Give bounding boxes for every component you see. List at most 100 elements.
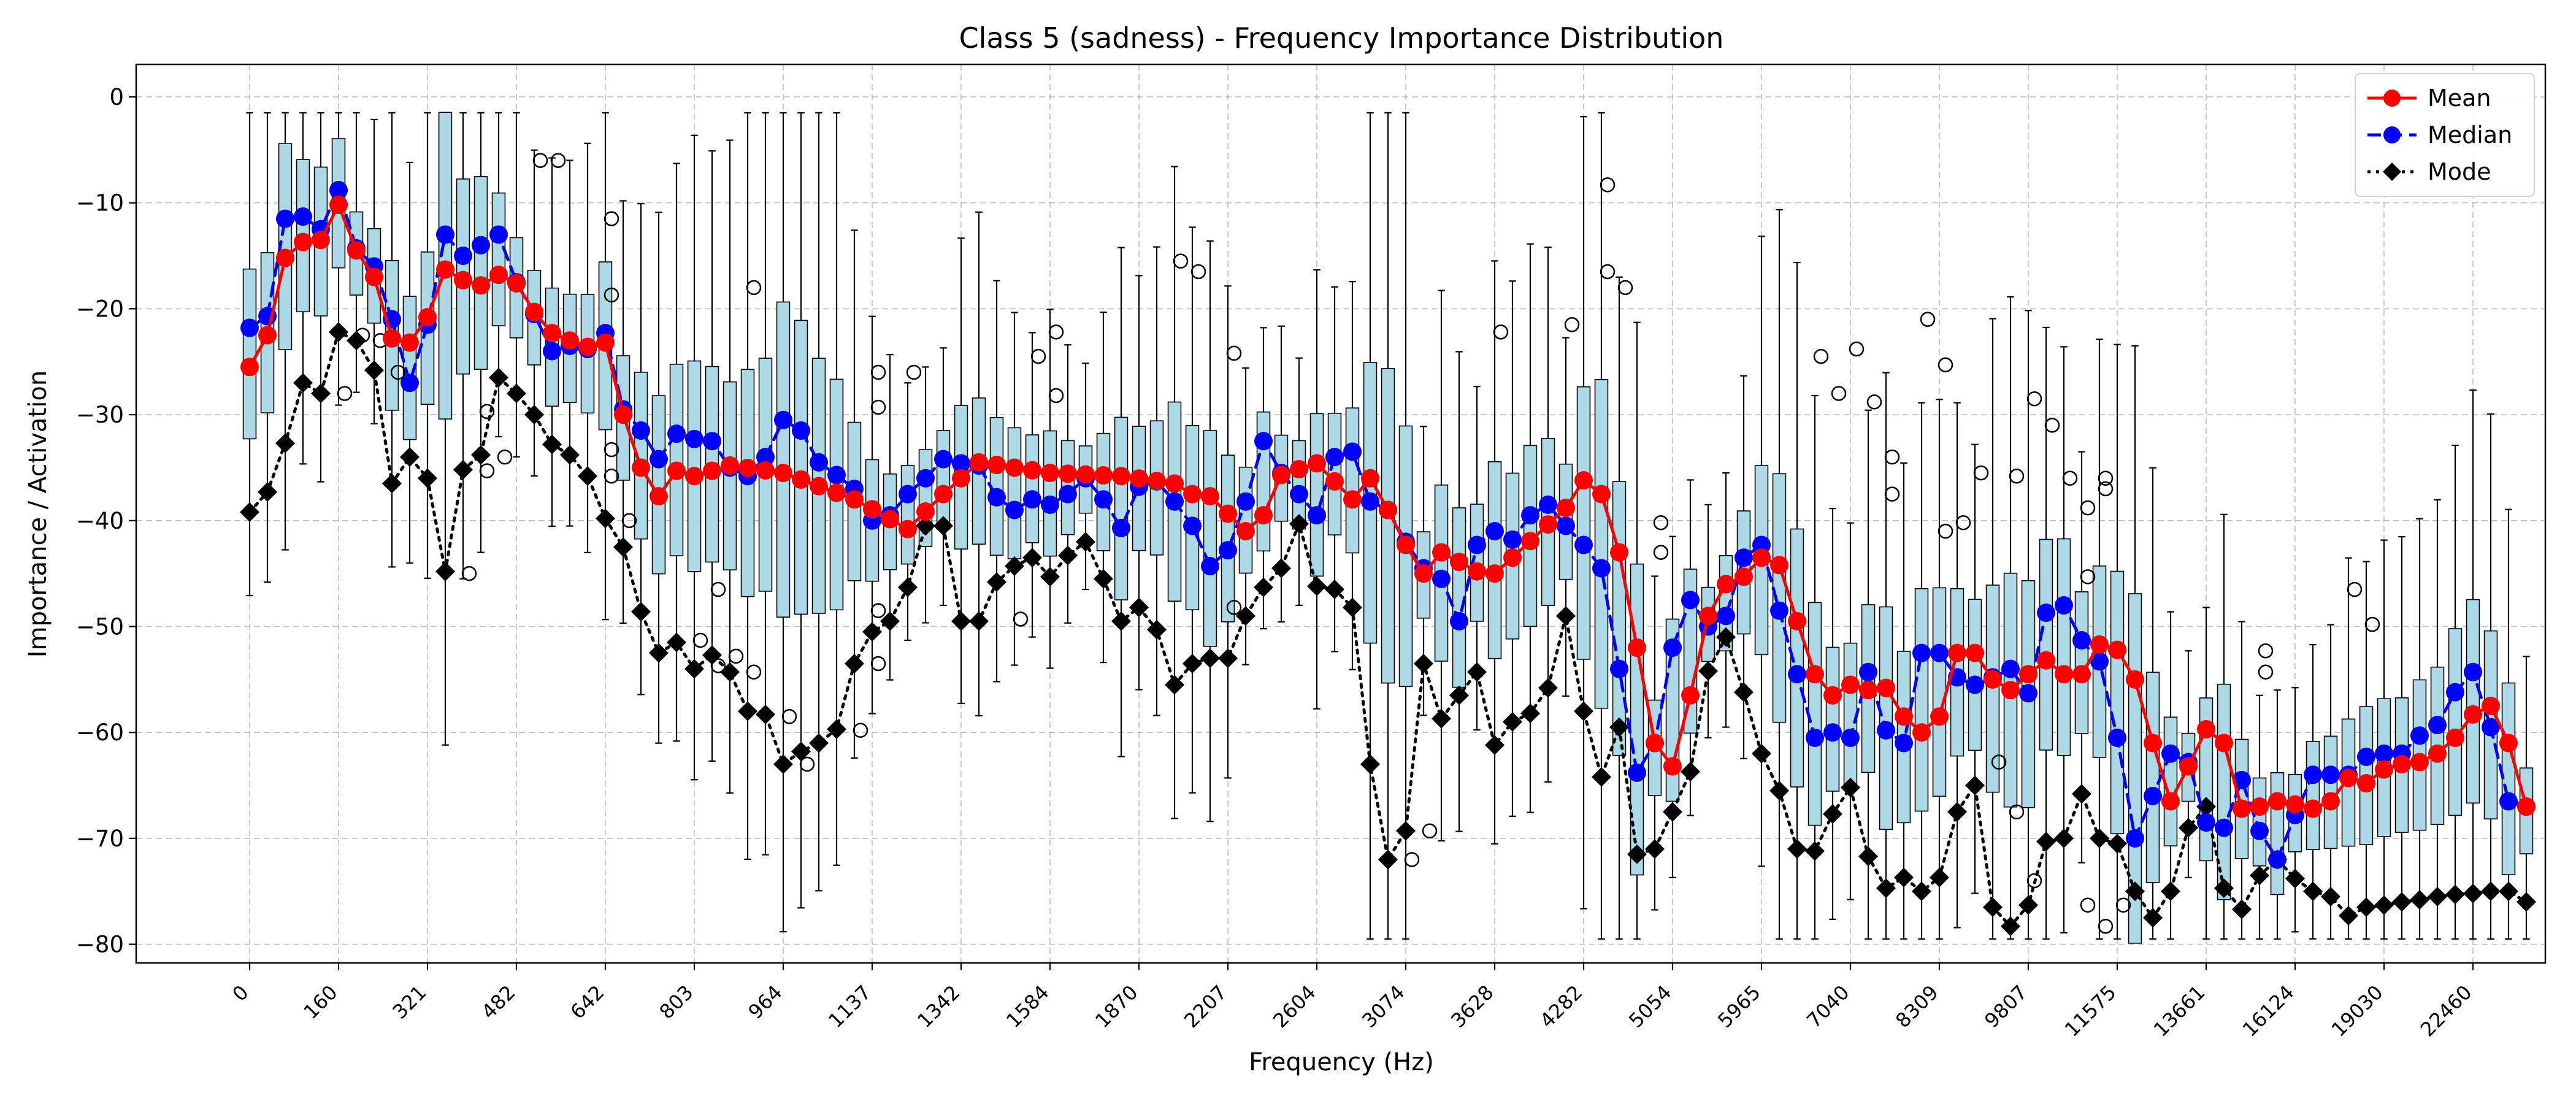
- point-mode: [258, 482, 277, 502]
- legend-label-median: Median: [2428, 121, 2512, 148]
- outlier-point: [2098, 481, 2114, 497]
- outlier-point: [870, 364, 886, 380]
- box-body: [1487, 461, 1502, 659]
- point-mean: [934, 485, 953, 504]
- point-mean: [970, 453, 988, 472]
- point-mode: [1005, 556, 1024, 577]
- point-mode: [2161, 881, 2180, 902]
- outlier-point: [604, 211, 619, 226]
- point-mean: [2517, 797, 2536, 816]
- point-median: [489, 225, 508, 244]
- point-median: [899, 485, 917, 504]
- point-median: [1023, 490, 1041, 509]
- box-body: [1594, 379, 1609, 709]
- chart-title: Class 5 (sadness) - Frequency Importance…: [959, 21, 1724, 55]
- point-mode: [2374, 895, 2394, 915]
- legend: Mean Median Mode: [2355, 73, 2535, 197]
- point-mean: [2375, 760, 2393, 779]
- point-mode: [809, 733, 829, 753]
- y-tick-label: −10: [76, 190, 124, 217]
- point-mean: [881, 510, 899, 529]
- point-mode: [2143, 908, 2163, 928]
- box-body: [1007, 427, 1022, 559]
- point-median: [329, 180, 348, 199]
- point-mean: [1663, 757, 1682, 776]
- point-mean: [1005, 458, 1024, 477]
- outlier-point: [604, 442, 619, 458]
- point-mean: [632, 458, 650, 477]
- point-mode: [1343, 597, 1362, 618]
- box-body: [473, 176, 488, 370]
- point-mean: [329, 196, 348, 215]
- point-mode: [1858, 846, 1878, 867]
- legend-marker-mode: [2383, 163, 2401, 181]
- point-median: [2499, 792, 2518, 811]
- point-median: [2037, 604, 2055, 623]
- point-mode: [702, 645, 722, 665]
- point-median: [1592, 559, 1611, 578]
- outlier-point: [1849, 341, 1865, 357]
- point-mean: [1397, 535, 1415, 554]
- point-mode: [1805, 841, 1825, 861]
- point-median: [2357, 747, 2375, 766]
- point-median: [1752, 535, 1771, 554]
- outlier-point: [621, 513, 637, 529]
- point-mean: [507, 274, 526, 293]
- point-mean: [258, 326, 277, 345]
- point-mean: [1468, 562, 1486, 581]
- point-mean: [489, 266, 508, 285]
- point-mode: [862, 622, 882, 642]
- point-median: [1966, 675, 1984, 694]
- point-mode: [1485, 735, 1505, 755]
- point-mode: [951, 611, 971, 631]
- point-mean: [2179, 757, 2198, 776]
- outlier-point: [2115, 897, 2131, 913]
- point-mode: [1698, 661, 1718, 681]
- point-mode: [1645, 839, 1665, 859]
- point-mean: [1379, 500, 1397, 519]
- point-median: [987, 488, 1006, 507]
- outlier-point: [728, 648, 744, 664]
- point-median: [1183, 516, 1202, 535]
- point-mode: [435, 561, 455, 581]
- point-mode: [738, 701, 757, 721]
- outlier-point: [710, 581, 726, 597]
- box-body: [2074, 591, 2089, 734]
- outlier-point: [2026, 391, 2042, 407]
- point-mean: [1841, 675, 1860, 694]
- point-median: [1610, 659, 1628, 678]
- point-mean: [738, 459, 757, 478]
- point-median: [1717, 607, 1735, 626]
- point-mean: [863, 500, 881, 519]
- outlier-point: [692, 632, 708, 648]
- point-median: [2304, 765, 2322, 784]
- point-mode: [2481, 881, 2501, 902]
- point-mean: [1165, 474, 1184, 493]
- plot-frame: [135, 63, 2547, 964]
- outlier-point: [1600, 264, 1616, 280]
- point-mode: [596, 508, 615, 529]
- box-body: [776, 301, 791, 618]
- point-mode: [2232, 899, 2252, 919]
- outlier-point: [1564, 317, 1580, 332]
- point-median: [2144, 786, 2162, 805]
- box-body: [2145, 672, 2160, 883]
- point-mode: [1538, 678, 1558, 698]
- point-mean: [667, 461, 686, 480]
- point-mean: [2410, 753, 2429, 772]
- y-tick-label: −70: [76, 826, 124, 852]
- outlier-point: [461, 565, 477, 581]
- point-median: [685, 429, 703, 448]
- box-body: [794, 320, 808, 615]
- outlier-point: [853, 723, 868, 738]
- point-mean: [347, 241, 366, 260]
- point-median: [472, 236, 490, 255]
- point-mode: [2090, 828, 2109, 848]
- point-mean: [2446, 728, 2464, 747]
- series-layer: [240, 180, 2536, 937]
- point-mean: [1201, 487, 1219, 506]
- point-mode: [578, 466, 597, 486]
- point-median: [1912, 643, 1931, 662]
- point-median: [1770, 601, 1788, 620]
- point-mode: [1200, 648, 1220, 669]
